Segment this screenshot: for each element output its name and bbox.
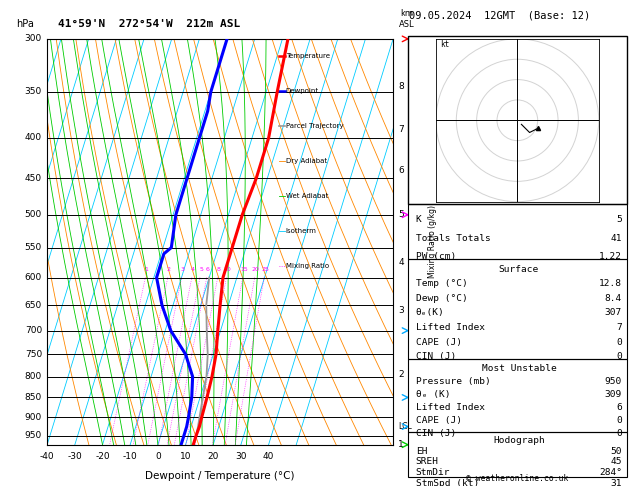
Text: 850: 850 xyxy=(25,393,42,402)
Text: 1: 1 xyxy=(398,440,404,449)
Text: km
ASL: km ASL xyxy=(399,9,415,29)
Text: PW (cm): PW (cm) xyxy=(416,252,456,261)
Text: StmSpd (kt): StmSpd (kt) xyxy=(416,479,479,486)
Text: 7: 7 xyxy=(616,323,622,332)
Text: 309: 309 xyxy=(605,390,622,399)
Text: 800: 800 xyxy=(25,372,42,381)
Text: 4: 4 xyxy=(191,267,195,272)
Text: 2: 2 xyxy=(167,267,171,272)
Text: K: K xyxy=(416,215,421,224)
Text: LCL: LCL xyxy=(398,422,412,431)
Text: Hodograph: Hodograph xyxy=(493,436,545,445)
Text: 8: 8 xyxy=(398,83,404,91)
Text: Dewpoint: Dewpoint xyxy=(286,87,319,94)
Text: 500: 500 xyxy=(25,210,42,219)
Text: CAPE (J): CAPE (J) xyxy=(416,417,462,425)
Text: 700: 700 xyxy=(25,326,42,335)
Text: 12.8: 12.8 xyxy=(599,279,622,288)
Text: 10: 10 xyxy=(180,452,191,461)
Text: 3: 3 xyxy=(398,306,404,315)
Text: 0: 0 xyxy=(155,452,161,461)
Text: 2: 2 xyxy=(398,370,404,379)
Text: 750: 750 xyxy=(25,350,42,359)
Text: 25: 25 xyxy=(261,267,269,272)
Text: Wet Adiabat: Wet Adiabat xyxy=(286,193,328,199)
Text: Temp (°C): Temp (°C) xyxy=(416,279,467,288)
Text: EH: EH xyxy=(416,447,427,455)
Text: 550: 550 xyxy=(25,243,42,252)
Text: Dewp (°C): Dewp (°C) xyxy=(416,294,467,303)
Text: 400: 400 xyxy=(25,134,42,142)
Text: θₑ (K): θₑ (K) xyxy=(416,390,450,399)
Text: 8: 8 xyxy=(217,267,221,272)
Text: 30: 30 xyxy=(235,452,247,461)
Text: 41°59'N  272°54'W  212m ASL: 41°59'N 272°54'W 212m ASL xyxy=(58,19,240,29)
Text: 7: 7 xyxy=(398,125,404,134)
Text: Lifted Index: Lifted Index xyxy=(416,403,485,412)
Text: 307: 307 xyxy=(605,309,622,317)
Text: 6: 6 xyxy=(206,267,210,272)
Text: 41: 41 xyxy=(611,234,622,243)
Text: Lifted Index: Lifted Index xyxy=(416,323,485,332)
Text: -40: -40 xyxy=(40,452,55,461)
Text: 3: 3 xyxy=(181,267,185,272)
Text: 09.05.2024  12GMT  (Base: 12): 09.05.2024 12GMT (Base: 12) xyxy=(409,11,590,21)
Text: Temperature: Temperature xyxy=(286,52,330,59)
Text: 0: 0 xyxy=(616,417,622,425)
Text: -30: -30 xyxy=(67,452,82,461)
Text: 1.22: 1.22 xyxy=(599,252,622,261)
Text: Parcel Trajectory: Parcel Trajectory xyxy=(286,123,343,129)
Text: kt: kt xyxy=(440,40,449,49)
Text: 15: 15 xyxy=(240,267,248,272)
Text: 10: 10 xyxy=(224,267,231,272)
Text: 1: 1 xyxy=(145,267,148,272)
Text: Totals Totals: Totals Totals xyxy=(416,234,491,243)
Text: 45: 45 xyxy=(611,457,622,466)
Text: 0: 0 xyxy=(616,352,622,361)
Text: CIN (J): CIN (J) xyxy=(416,430,456,438)
Text: SREH: SREH xyxy=(416,457,439,466)
Text: 350: 350 xyxy=(25,87,42,96)
Text: 40: 40 xyxy=(263,452,274,461)
Text: 600: 600 xyxy=(25,273,42,282)
Text: CIN (J): CIN (J) xyxy=(416,352,456,361)
Text: 0: 0 xyxy=(616,430,622,438)
Text: Isotherm: Isotherm xyxy=(286,228,316,234)
Text: 20: 20 xyxy=(208,452,219,461)
Text: hPa: hPa xyxy=(16,19,33,29)
Text: Mixing Ratio (g/kg): Mixing Ratio (g/kg) xyxy=(428,205,437,278)
Text: 950: 950 xyxy=(605,377,622,386)
Text: 50: 50 xyxy=(611,447,622,455)
Text: Pressure (mb): Pressure (mb) xyxy=(416,377,491,386)
Text: 650: 650 xyxy=(25,300,42,310)
Text: 900: 900 xyxy=(25,413,42,422)
Text: 8.4: 8.4 xyxy=(605,294,622,303)
Text: Most Unstable: Most Unstable xyxy=(482,364,556,373)
Text: 6: 6 xyxy=(398,166,404,175)
Text: 5: 5 xyxy=(616,215,622,224)
Text: StmDir: StmDir xyxy=(416,468,450,477)
Text: 0: 0 xyxy=(616,338,622,347)
Text: 284°: 284° xyxy=(599,468,622,477)
Text: -20: -20 xyxy=(95,452,110,461)
Text: 6: 6 xyxy=(616,403,622,412)
Text: Mixing Ratio: Mixing Ratio xyxy=(286,263,329,269)
Text: Dry Adiabat: Dry Adiabat xyxy=(286,158,326,164)
Text: © weatheronline.co.uk: © weatheronline.co.uk xyxy=(466,473,569,483)
Text: 5: 5 xyxy=(199,267,203,272)
Text: Surface: Surface xyxy=(499,265,539,274)
Text: CAPE (J): CAPE (J) xyxy=(416,338,462,347)
Text: 31: 31 xyxy=(611,479,622,486)
Text: 950: 950 xyxy=(25,431,42,440)
Text: -10: -10 xyxy=(123,452,138,461)
Text: 450: 450 xyxy=(25,174,42,183)
Text: Dewpoint / Temperature (°C): Dewpoint / Temperature (°C) xyxy=(145,471,295,481)
Text: 20: 20 xyxy=(252,267,260,272)
Text: 300: 300 xyxy=(25,35,42,43)
Text: θₑ(K): θₑ(K) xyxy=(416,309,445,317)
Text: 4: 4 xyxy=(398,259,404,267)
Text: 5: 5 xyxy=(398,210,404,219)
